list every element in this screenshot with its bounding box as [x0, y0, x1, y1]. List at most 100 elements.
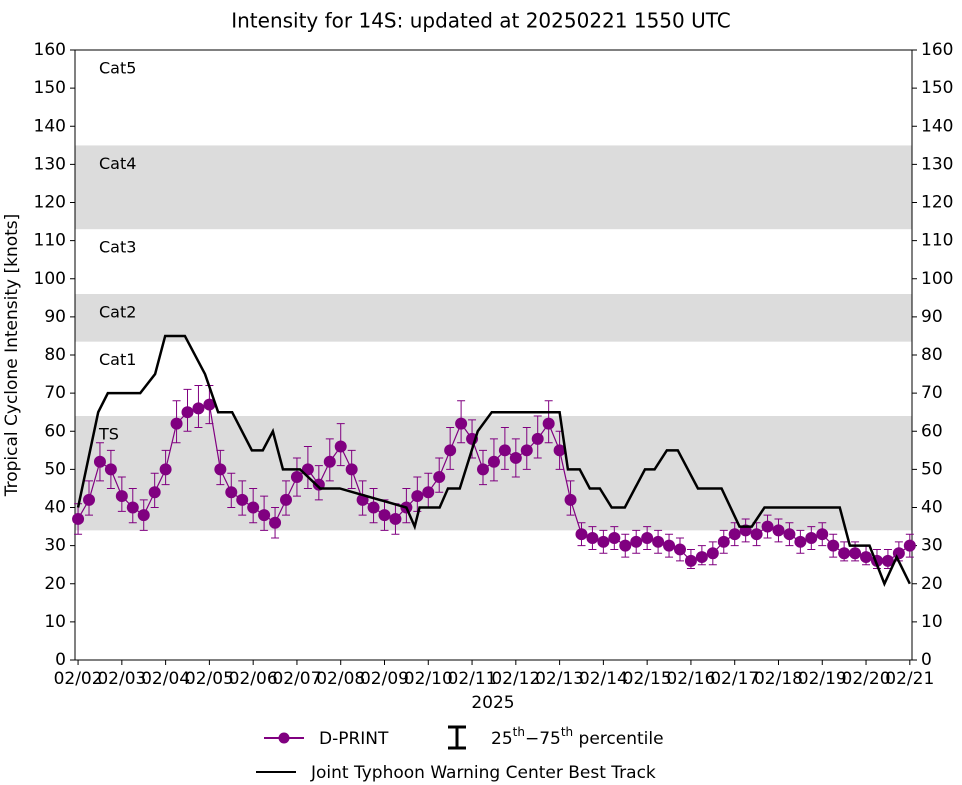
y-tick-label-right: 0 [921, 650, 932, 670]
y-tick-label-right: 150 [921, 78, 953, 98]
data-point [827, 539, 840, 552]
data-point [608, 532, 621, 544]
legend-label-part: −75 [525, 729, 561, 749]
data-point [575, 528, 588, 541]
x-tick-label: 02/15 [623, 669, 672, 689]
data-point [455, 417, 468, 430]
band-label: Cat5 [99, 59, 136, 78]
data-point [411, 490, 424, 503]
y-tick-label: 90 [44, 307, 66, 327]
data-point [542, 417, 555, 430]
data-point [750, 528, 763, 541]
data-point [247, 501, 260, 514]
data-point [83, 493, 96, 506]
data-point [892, 547, 905, 560]
y-axis-label: Tropical Cyclone Intensity [knots] [2, 214, 22, 498]
y-tick-label-right: 70 [921, 383, 943, 403]
data-point [389, 512, 402, 525]
series-line [76, 334, 911, 587]
data-point [728, 528, 741, 541]
y-tick-label: 40 [44, 498, 66, 518]
data-point [367, 501, 380, 514]
y-tick-label: 50 [44, 459, 66, 479]
data-point [181, 406, 194, 419]
x-tick-label: 02/08 [316, 669, 365, 689]
y-tick-label: 60 [44, 421, 66, 441]
x-tick-label: 02/03 [97, 669, 146, 689]
data-point [761, 520, 774, 533]
data-point [148, 486, 161, 499]
y-tick-label: 150 [34, 78, 66, 98]
data-point [236, 493, 249, 506]
data-point [115, 490, 128, 503]
y-tick-label: 0 [55, 650, 66, 670]
data-point [214, 463, 227, 476]
intensity-band [75, 145, 912, 230]
y-tick-label-right: 110 [921, 231, 953, 251]
data-point [641, 532, 654, 544]
data-point [783, 528, 796, 541]
data-point [586, 532, 599, 544]
x-tick-label: 02/18 [754, 669, 803, 689]
data-point [93, 455, 106, 468]
x-tick-label: 02/12 [491, 669, 540, 689]
data-point [72, 512, 85, 525]
y-tick-label-right: 20 [921, 574, 943, 594]
y-tick-label: 120 [34, 193, 66, 213]
data-point [564, 493, 577, 506]
data-point [673, 543, 686, 556]
y-tick-label: 100 [34, 269, 66, 289]
legend-label-part: th [561, 725, 573, 739]
y-tick-label-right: 40 [921, 498, 943, 518]
data-point [553, 444, 566, 457]
band-label: Cat3 [99, 238, 136, 257]
legend-label: 25th−75th percentile [491, 725, 664, 750]
data-point [597, 535, 610, 548]
y-tick-label-right: 60 [921, 421, 943, 441]
x-tick-label: 02/10 [404, 669, 453, 689]
y-tick-label: 140 [34, 116, 66, 136]
data-point [487, 455, 500, 468]
data-point [531, 432, 544, 445]
y-tick-label: 70 [44, 383, 66, 403]
data-point [476, 463, 489, 476]
y-tick-label-right: 10 [921, 612, 943, 632]
data-point [805, 532, 818, 544]
x-tick-label: 02/04 [141, 669, 190, 689]
y-tick-label-right: 100 [921, 269, 953, 289]
data-point [838, 547, 851, 560]
data-point [881, 554, 894, 567]
data-point [345, 463, 358, 476]
x-tick-label: 02/02 [54, 669, 103, 689]
data-point [378, 509, 391, 522]
data-point [860, 551, 873, 564]
y-tick-label: 30 [44, 536, 66, 556]
legend-label: Joint Typhoon Warning Center Best Track [310, 763, 656, 783]
data-point [509, 451, 522, 464]
chart-title: Intensity for 14S: updated at 20250221 1… [231, 9, 731, 33]
data-point [849, 547, 862, 560]
data-point [159, 463, 172, 476]
data-point [444, 444, 457, 457]
x-tick-label: 02/19 [798, 669, 847, 689]
data-point [422, 486, 435, 499]
y-tick-label: 10 [44, 612, 66, 632]
y-tick-label-right: 160 [921, 40, 953, 60]
data-point [652, 535, 665, 548]
data-point [126, 501, 139, 514]
data-point [816, 528, 829, 541]
data-point [794, 535, 807, 548]
legend-label-part: percentile [573, 729, 663, 749]
x-tick-label: 02/05 [185, 669, 234, 689]
data-point [323, 455, 336, 468]
data-point [104, 463, 117, 476]
x-tick-label: 02/13 [535, 669, 584, 689]
x-tick-label: 02/11 [448, 669, 497, 689]
x-tick-label: 02/06 [229, 669, 278, 689]
x-tick-label: 02/09 [360, 669, 409, 689]
data-point [203, 398, 216, 411]
x-tick-label: 02/17 [710, 669, 759, 689]
legend-marker [278, 732, 290, 744]
data-point [520, 444, 533, 457]
